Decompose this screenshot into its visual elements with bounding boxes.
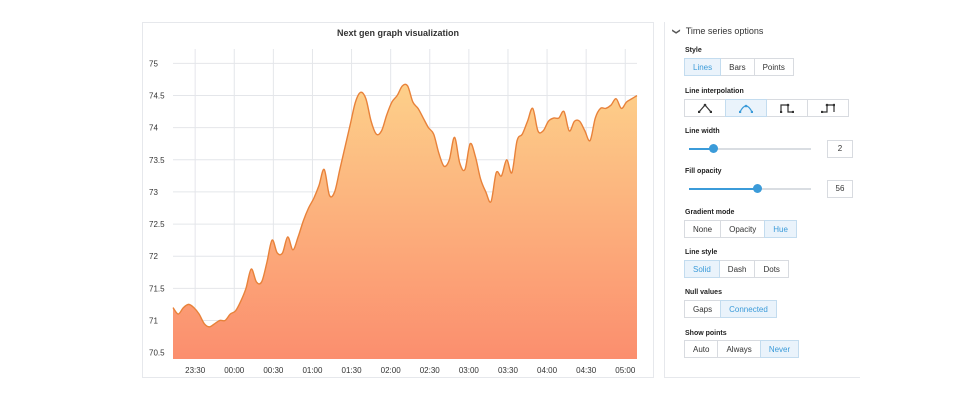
- y-tick-label: 75: [149, 59, 158, 68]
- y-tick-label: 70.5: [149, 349, 165, 358]
- options-section-header[interactable]: ❯ Time series options: [671, 26, 764, 36]
- line-style-dash-button[interactable]: Dash: [718, 260, 756, 278]
- y-tick-label: 73: [149, 188, 158, 197]
- line-style-dots-button[interactable]: Dots: [754, 260, 789, 278]
- fill-opacity-slider[interactable]: [689, 184, 811, 193]
- line-style-button-group: Solid Dash Dots: [684, 260, 789, 278]
- style-label: Style: [685, 47, 702, 54]
- gradient-mode-button-group: None Opacity Hue: [684, 220, 797, 238]
- line-style-solid-button[interactable]: Solid: [684, 260, 720, 278]
- show-points-label: Show points: [685, 330, 727, 337]
- null-connected-button[interactable]: Connected: [720, 300, 777, 318]
- x-tick-label: 01:30: [342, 366, 363, 375]
- y-tick-label: 74: [149, 124, 158, 133]
- linear-interpolation-icon: [698, 103, 712, 113]
- line-width-label: Line width: [685, 128, 720, 135]
- x-tick-label: 03:30: [498, 366, 519, 375]
- step-before-button[interactable]: [766, 99, 808, 117]
- time-series-chart[interactable]: 75 74.5 74 73.5 73 72.5 72 71.5 71 70.5 23:30 00:00…: [143, 23, 653, 377]
- x-tick-label: 02:30: [420, 366, 441, 375]
- y-tick-label: 72: [149, 252, 158, 261]
- style-bars-button[interactable]: Bars: [720, 58, 755, 76]
- line-width-input[interactable]: 2: [827, 140, 853, 158]
- x-tick-label: 00:00: [224, 366, 245, 375]
- x-tick-label: 04:30: [576, 366, 597, 375]
- options-panel: ❯ Time series options Style Lines Bars P…: [664, 22, 860, 378]
- series-area-fill: [173, 84, 637, 359]
- chevron-down-icon: ❯: [671, 27, 681, 35]
- x-tick-label: 01:00: [302, 366, 323, 375]
- fill-opacity-slider-fill: [689, 188, 758, 190]
- line-width-slider-fill: [689, 148, 714, 150]
- show-points-never-button[interactable]: Never: [759, 340, 800, 358]
- x-tick-label: 03:00: [459, 366, 480, 375]
- gradient-opacity-button[interactable]: Opacity: [720, 220, 766, 238]
- options-section-title: Time series options: [685, 26, 764, 36]
- line-width-slider[interactable]: [689, 144, 811, 153]
- step-after-icon: [821, 103, 835, 113]
- smooth-interpolation-button[interactable]: [725, 99, 767, 117]
- smooth-interpolation-icon: [739, 104, 753, 113]
- show-points-always-button[interactable]: Always: [717, 340, 761, 358]
- x-tick-label: 05:00: [615, 366, 636, 375]
- fill-opacity-input[interactable]: 56: [827, 180, 853, 198]
- x-tick-label: 04:00: [537, 366, 558, 375]
- null-values-label: Null values: [685, 289, 722, 296]
- step-before-icon: [780, 103, 794, 113]
- gradient-none-button[interactable]: None: [684, 220, 722, 238]
- interpolation-button-group: [684, 99, 849, 117]
- series-line[interactable]: [172, 83, 638, 328]
- line-style-label: Line style: [685, 249, 718, 256]
- style-button-group: Lines Bars Points: [684, 58, 794, 76]
- graph-title: Next gen graph visualization: [336, 28, 460, 38]
- y-tick-label: 74.5: [149, 92, 165, 101]
- line-width-slider-handle[interactable]: [709, 144, 719, 153]
- y-tick-label: 72.5: [149, 220, 165, 229]
- y-tick-label: 71.5: [149, 284, 165, 293]
- linear-interpolation-button[interactable]: [684, 99, 726, 117]
- line-interpolation-label: Line interpolation: [685, 88, 744, 95]
- gradient-mode-label: Gradient mode: [685, 209, 735, 216]
- x-tick-label: 02:00: [381, 366, 402, 375]
- style-lines-button[interactable]: Lines: [684, 58, 722, 76]
- x-tick-label: 23:30: [185, 366, 206, 375]
- show-points-auto-button[interactable]: Auto: [684, 340, 719, 358]
- null-gaps-button[interactable]: Gaps: [684, 300, 722, 318]
- fill-opacity-slider-handle[interactable]: [753, 184, 763, 193]
- show-points-button-group: Auto Always Never: [684, 340, 800, 358]
- y-tick-label: 71: [149, 316, 158, 325]
- style-points-button[interactable]: Points: [753, 58, 794, 76]
- gradient-hue-button[interactable]: Hue: [764, 220, 797, 238]
- fill-opacity-label: Fill opacity: [685, 168, 722, 175]
- y-tick-label: 73.5: [149, 156, 165, 165]
- graph-panel: Next gen graph visualization 75 74.5 74 73.…: [142, 22, 654, 378]
- null-values-button-group: Gaps Connected: [684, 300, 777, 318]
- x-tick-label: 00:30: [263, 366, 284, 375]
- step-after-button[interactable]: [807, 99, 849, 117]
